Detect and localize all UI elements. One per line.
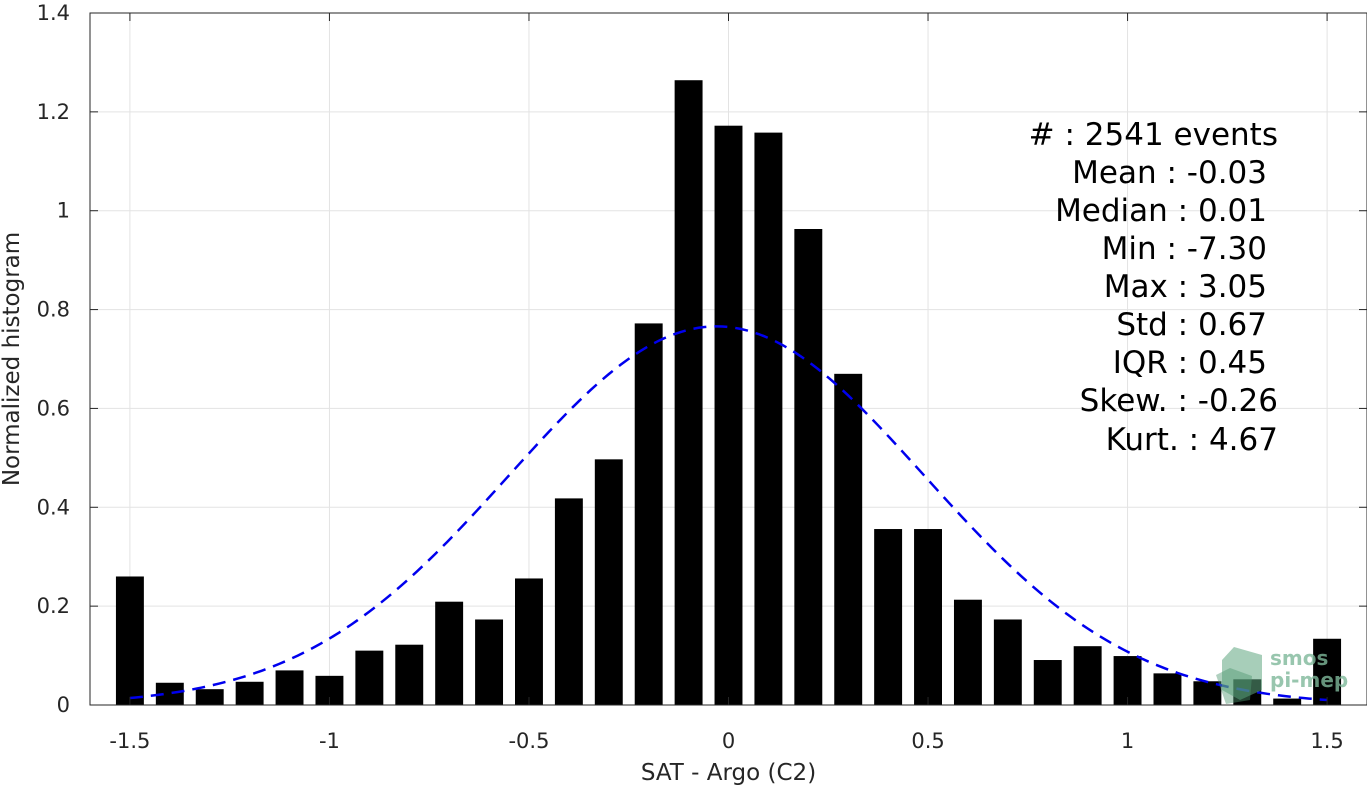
histogram-bar — [115, 576, 144, 705]
logo-text-smos: smos — [1270, 646, 1328, 670]
x-tick-labels: -1.5 -1 -0.5 0 0.5 1 1.5 — [109, 729, 1343, 753]
histogram-bar — [993, 619, 1022, 705]
y-tick-label: 0.6 — [37, 396, 70, 420]
histogram-bar — [794, 229, 823, 705]
stats-iqr: IQR : 0.45 — [1113, 345, 1267, 381]
y-tick-label: 1 — [57, 199, 70, 223]
stats-events: # : 2541 events — [1029, 117, 1278, 153]
x-tick-label: -1 — [319, 729, 340, 753]
x-tick-label: 1 — [1121, 729, 1134, 753]
histogram-bar — [515, 578, 543, 705]
logo-mark-icon-front — [1216, 668, 1252, 704]
logo-text-pimep: pi-mep — [1270, 668, 1348, 692]
y-axis-title: Normalized histogram — [0, 232, 25, 486]
histogram-bar — [754, 132, 783, 706]
histogram-bar — [475, 619, 504, 705]
histogram-bar — [235, 681, 264, 705]
y-tick-label: 0.4 — [37, 495, 70, 519]
x-axis-title: SAT - Argo (C2) — [641, 760, 816, 786]
histogram-bar — [554, 498, 583, 705]
x-tick-label: 0.5 — [911, 729, 944, 753]
axis-ticks — [90, 12, 1367, 706]
y-tick-label: 0 — [57, 693, 70, 717]
y-tick-label: 0.2 — [37, 594, 70, 618]
x-tick-label: -1.5 — [109, 729, 150, 753]
histogram-bar — [435, 601, 464, 705]
y-tick-labels: 0 0.2 0.4 0.6 0.8 1 1.2 1.4 — [37, 1, 70, 717]
gaussian-fit-line — [129, 325, 1328, 702]
histogram-bar — [674, 80, 703, 706]
y-tick-label: 0.8 — [37, 298, 70, 322]
histogram-bar — [355, 650, 384, 705]
bars — [115, 80, 1342, 706]
x-tick-label: -0.5 — [508, 729, 549, 753]
y-tick-label: 1.4 — [37, 1, 70, 25]
histogram-bar — [1073, 646, 1102, 705]
stats-box: # : 2541 events Mean : -0.03 Median : 0.… — [1029, 117, 1278, 458]
stats-kurt: Kurt. : 4.67 — [1106, 422, 1278, 458]
stats-max: Max : 3.05 — [1104, 269, 1267, 305]
histogram-bar — [1153, 673, 1182, 705]
histogram-bar — [1033, 660, 1062, 705]
stats-median: Median : 0.01 — [1055, 193, 1267, 229]
stats-std: Std : 0.67 — [1116, 307, 1267, 343]
stats-mean: Mean : -0.03 — [1072, 155, 1267, 191]
histogram-bar — [874, 529, 903, 705]
histogram-bar — [275, 670, 304, 705]
histogram-bar — [1273, 698, 1302, 705]
histogram-bar — [714, 125, 743, 705]
histogram-bar — [195, 689, 224, 705]
histogram-bar — [834, 373, 863, 705]
histogram-bar — [953, 599, 982, 705]
x-tick-label: 1.5 — [1310, 729, 1343, 753]
smos-pimep-logo: smos pi-mep — [1216, 646, 1348, 704]
histogram-bar — [1313, 638, 1342, 705]
histogram-bar — [1193, 681, 1222, 705]
logo-mark-icon — [1222, 647, 1262, 700]
stats-skew: Skew. : -0.26 — [1080, 383, 1278, 419]
histogram-bar — [914, 529, 942, 705]
histogram-bar — [594, 459, 623, 705]
histogram-bar — [395, 644, 424, 705]
x-tick-label: 0 — [722, 729, 735, 753]
histogram-bar — [1113, 656, 1142, 705]
stats-min: Min : -7.30 — [1102, 231, 1267, 267]
y-tick-label: 1.2 — [37, 100, 70, 124]
histogram-bar — [634, 323, 663, 705]
histogram-bar — [155, 682, 184, 705]
